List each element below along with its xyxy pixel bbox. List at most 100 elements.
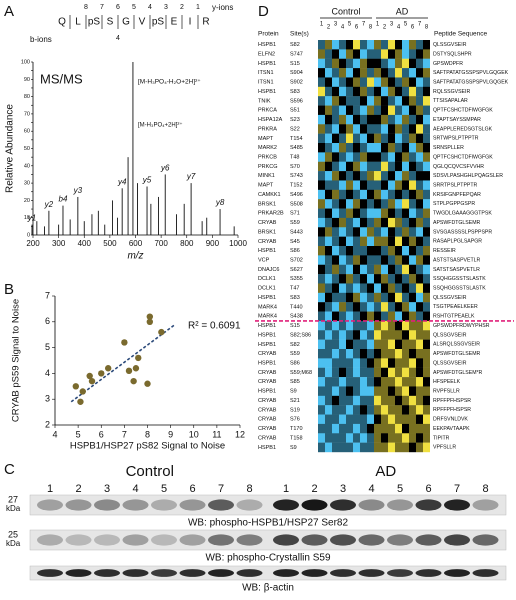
heat-cell	[339, 133, 346, 144]
heat-cell	[353, 395, 360, 406]
heat-cell	[367, 395, 374, 406]
heat-cell	[388, 358, 395, 368]
heat-cell	[416, 96, 423, 106]
heat-cell	[325, 40, 332, 50]
heat-cell	[374, 339, 381, 350]
heat-cell	[318, 105, 325, 116]
protein: HSPB1	[258, 89, 276, 95]
site: T158	[290, 435, 303, 441]
heat-cell	[409, 58, 416, 69]
heat-cell	[332, 433, 339, 443]
band	[273, 569, 299, 577]
y-tick-label: 20	[24, 198, 30, 204]
heat-cell	[346, 236, 353, 247]
heat-cell	[325, 171, 332, 181]
heat-cell	[402, 414, 409, 425]
heat-cell	[332, 133, 339, 144]
heat-cell	[346, 40, 353, 50]
protein: MARK4	[258, 314, 277, 320]
heat-cell	[374, 86, 381, 97]
heat-cell	[388, 180, 395, 191]
heat-cell	[395, 114, 402, 125]
heat-cell	[353, 124, 360, 134]
heat-cell	[367, 58, 374, 69]
heat-cell	[416, 124, 423, 134]
heat-cell	[374, 40, 381, 50]
heat-cell	[409, 217, 416, 228]
heat-cell	[409, 236, 416, 247]
peak-label: y8	[215, 198, 225, 207]
heat-cell	[332, 199, 339, 209]
heat-cell	[367, 49, 374, 59]
heat-cell	[388, 171, 395, 181]
heat-cell	[395, 283, 402, 294]
residue: pS	[152, 17, 165, 28]
heat-cell	[416, 68, 423, 78]
heat-cell	[423, 180, 430, 191]
column-label: 7	[418, 22, 422, 28]
heat-cell	[325, 133, 332, 144]
heat-cell	[325, 255, 332, 265]
heat-cell	[395, 161, 402, 172]
heat-cell	[388, 96, 395, 106]
heat-cell	[353, 367, 360, 378]
heat-cell	[388, 339, 395, 350]
heat-cell	[402, 433, 409, 443]
heat-cell	[332, 217, 339, 228]
heat-cell	[395, 274, 402, 284]
heat-cell	[346, 143, 353, 153]
heat-cell	[388, 236, 395, 247]
heat-cell	[416, 180, 423, 191]
spectrum-title: MS/MS	[40, 71, 83, 86]
heat-cell	[388, 274, 395, 284]
point	[144, 380, 151, 387]
heat-cell	[395, 349, 402, 359]
heat-cell	[318, 133, 325, 144]
heat-cell	[367, 367, 374, 378]
peptide: RASAPLPGLSAPGR	[433, 239, 482, 245]
band	[387, 569, 413, 577]
heat-cell	[339, 96, 346, 106]
heat-cell	[367, 96, 374, 106]
point	[88, 377, 96, 385]
heat-cell	[423, 58, 430, 69]
heat-cell	[339, 208, 346, 219]
peptide: RESSEIR	[433, 248, 456, 254]
heat-cell	[374, 68, 381, 78]
band	[273, 499, 299, 511]
peptide: RQLSSGVSEIR	[433, 89, 470, 95]
peptide: SRRTPSLPTPPTR	[433, 183, 478, 189]
heat-cell	[360, 320, 367, 331]
heat-cell	[409, 208, 416, 219]
heat-cell	[388, 433, 395, 443]
peptide: STPLPGPPGSPR	[433, 201, 475, 207]
band	[37, 569, 63, 577]
heat-cell	[423, 367, 430, 378]
heat-cell	[388, 320, 395, 331]
protein: HSPB1	[258, 389, 276, 395]
heat-cell	[416, 283, 423, 294]
heat-cell	[332, 405, 339, 415]
heat-cell	[374, 255, 381, 265]
heat-cell	[332, 264, 339, 275]
point	[98, 370, 105, 377]
heat-cell	[367, 302, 374, 312]
x-axis-label: m/z	[127, 251, 143, 262]
heat-cell	[367, 77, 374, 88]
heat-cell	[381, 40, 388, 50]
heat-cell	[416, 292, 423, 303]
heat-cell	[360, 330, 367, 340]
heat-cell	[388, 292, 395, 303]
site: S743	[290, 173, 303, 179]
heat-cell	[339, 114, 346, 125]
column-label: 8	[369, 25, 373, 31]
heat-cell	[367, 171, 374, 181]
heat-cell	[423, 423, 430, 434]
heat-cell	[367, 283, 374, 294]
heat-cell	[346, 114, 353, 125]
heat-cell	[360, 367, 367, 378]
peptide: KRSIFGNPFEPQAR	[433, 192, 481, 198]
lane-label: 5	[161, 483, 167, 495]
y-tick-label: 7	[45, 290, 50, 300]
protein: HSPB1	[258, 42, 276, 48]
